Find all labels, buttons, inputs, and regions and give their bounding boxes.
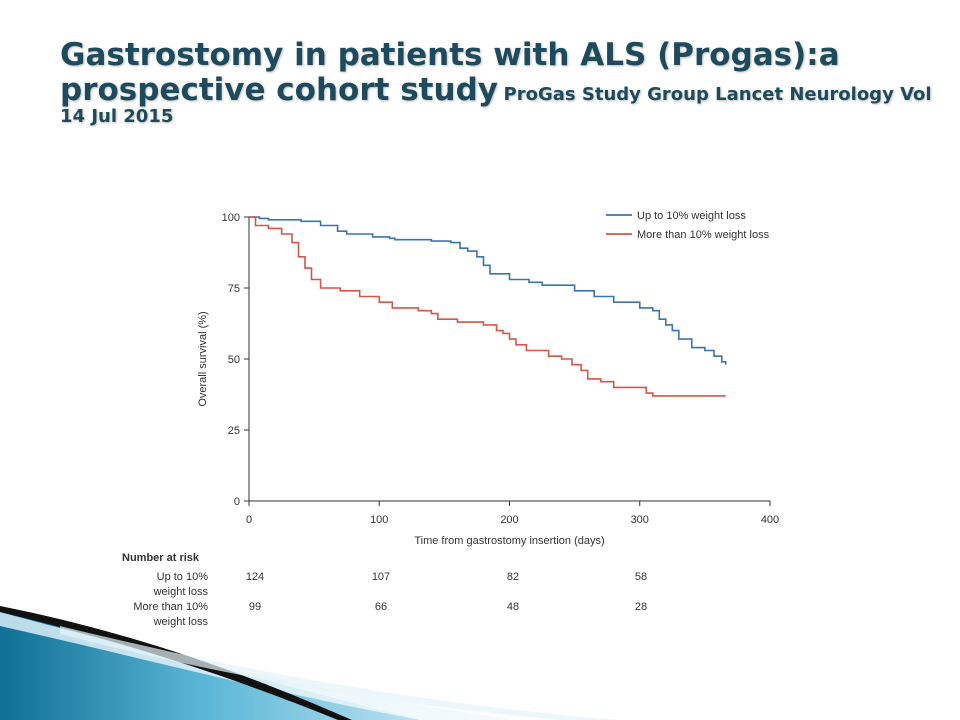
chart-curves	[249, 216, 727, 397]
survival-curve-2	[249, 216, 726, 397]
y-tick-label: 0	[234, 496, 240, 508]
risk-value: 28	[635, 601, 647, 613]
risk-value: 99	[249, 601, 261, 613]
risk-row-label-line1: More than 10%	[133, 601, 208, 613]
risk-table: Number at risk Up to 10% weight loss 124 107…	[122, 552, 647, 628]
x-tick-label: 0	[246, 514, 252, 526]
x-tick-label: 300	[631, 514, 649, 526]
y-tick-label: 50	[228, 354, 240, 366]
legend-label-1: Up to 10% weight loss	[637, 210, 746, 222]
x-tick-label: 200	[500, 514, 518, 526]
x-tick-label: 100	[370, 514, 388, 526]
risk-row-label-line2: weight loss	[153, 616, 209, 628]
chart-axes: 0 100 200 300 400 0 25 50 75 100 Time from gastros…	[197, 212, 779, 547]
risk-value: 48	[507, 601, 519, 613]
x-axis-label: Time from gastrostomy insertion (days)	[414, 535, 604, 547]
slide-title-citation: ProGas Study Group Lancet Neurology Vol …	[60, 83, 932, 128]
y-tick-label: 100	[222, 212, 240, 224]
y-tick-label: 25	[228, 425, 240, 437]
risk-value: 58	[635, 571, 647, 583]
risk-value: 82	[507, 571, 519, 583]
survival-curve-1	[249, 216, 727, 365]
risk-row-label-line2: weight loss	[153, 586, 209, 598]
risk-row-label-line1: Up to 10%	[157, 571, 209, 583]
x-tick-label: 400	[761, 514, 779, 526]
risk-value: 124	[246, 571, 264, 583]
y-axis-label: Overall survival (%)	[197, 311, 209, 406]
slide-title: Gastrostomy in patients with ALS (Progas…	[60, 38, 940, 128]
slide-title-main: Gastrostomy in patients with ALS (Progas…	[60, 37, 840, 108]
chart-legend: Up to 10% weight loss More than 10% weigh…	[606, 210, 770, 241]
y-tick-label: 75	[228, 283, 240, 295]
risk-table-header: Number at risk	[122, 552, 200, 564]
risk-value: 66	[375, 601, 387, 613]
risk-value: 107	[372, 571, 390, 583]
legend-label-2: More than 10% weight loss	[637, 229, 770, 241]
